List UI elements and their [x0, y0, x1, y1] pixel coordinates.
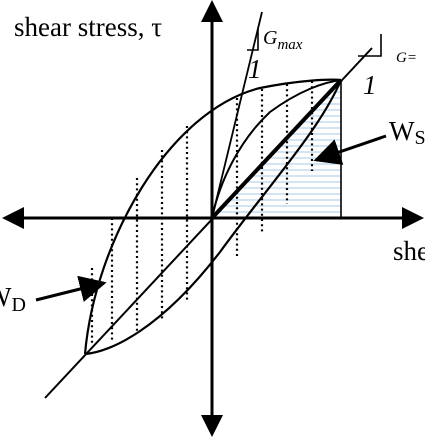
hysteresis-loop-lower [84, 79, 343, 356]
y-axis-arrow-top [201, 0, 223, 22]
wd-pointer-arrow [35, 275, 107, 302]
secant-modulus-label: G= [396, 50, 417, 66]
y-axis-arrow-bottom [201, 415, 223, 437]
backbone-curve [211, 79, 342, 219]
secant-slope-one-label: 1 [363, 70, 377, 100]
wd-label: WD [0, 282, 26, 316]
x-axis-arrow-left [2, 207, 24, 229]
x-axis-arrow-right [402, 207, 424, 229]
ws-pointer-arrow [313, 134, 387, 165]
secant-slope-triangle [358, 34, 382, 57]
secant-modulus-line-bold [210, 78, 343, 220]
gmax-slope-one-label: 1 [248, 54, 262, 84]
gmax-slope-triangle [247, 28, 259, 51]
y-axis-label: shear stress, τ [14, 12, 162, 42]
gmax-tangent-line [211, 11, 263, 219]
ws-label: WS [389, 116, 425, 149]
x-axis-label: she [393, 236, 425, 266]
dissipated-energy-hatching [90, 81, 314, 345]
hysteresis-loop-upper [83, 78, 342, 355]
gmax-label: Gmax [263, 27, 303, 53]
